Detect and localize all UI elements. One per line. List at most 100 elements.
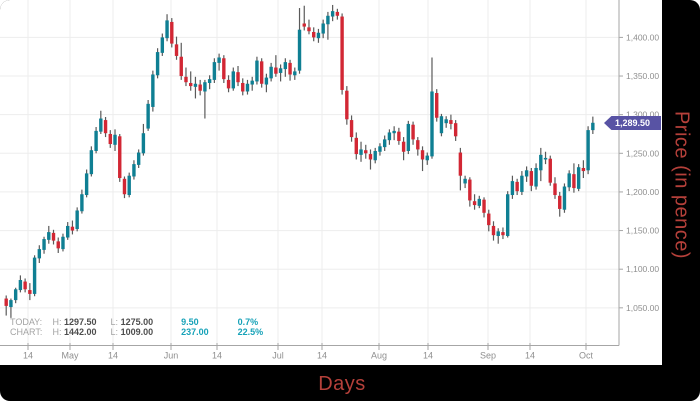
candle[interactable] xyxy=(141,123,146,156)
candle[interactable] xyxy=(349,115,354,142)
candle[interactable] xyxy=(444,116,448,128)
candle[interactable] xyxy=(340,13,344,95)
candle[interactable] xyxy=(387,129,392,145)
candle[interactable] xyxy=(307,19,311,35)
candle[interactable] xyxy=(84,169,89,198)
candle[interactable] xyxy=(326,11,330,40)
candle[interactable] xyxy=(170,18,174,48)
candle[interactable] xyxy=(302,5,306,31)
candle[interactable] xyxy=(463,175,467,189)
candle[interactable] xyxy=(501,227,505,240)
candle[interactable] xyxy=(222,55,226,83)
candle[interactable] xyxy=(586,126,590,175)
candle[interactable] xyxy=(543,151,548,165)
candle[interactable] xyxy=(231,67,235,91)
candle[interactable] xyxy=(132,160,136,180)
candle[interactable] xyxy=(4,295,8,316)
candle[interactable] xyxy=(482,197,486,218)
candle[interactable] xyxy=(103,116,108,138)
candle[interactable] xyxy=(553,177,557,199)
candle[interactable] xyxy=(269,62,273,82)
candle[interactable] xyxy=(378,143,382,156)
candle[interactable] xyxy=(13,287,18,304)
candle[interactable] xyxy=(51,229,56,245)
candle[interactable] xyxy=(80,189,84,214)
candle[interactable] xyxy=(392,126,396,141)
candle[interactable] xyxy=(401,137,406,161)
candle[interactable] xyxy=(510,175,515,199)
candle[interactable] xyxy=(70,220,75,235)
candle[interactable] xyxy=(236,65,240,87)
candle[interactable] xyxy=(406,120,411,155)
candle[interactable] xyxy=(288,59,292,81)
candle[interactable] xyxy=(217,53,221,71)
candle[interactable] xyxy=(32,255,37,297)
candle[interactable] xyxy=(548,155,552,186)
candle[interactable] xyxy=(416,137,420,156)
candle[interactable] xyxy=(226,75,231,93)
candle[interactable] xyxy=(359,141,363,162)
candle[interactable] xyxy=(203,79,207,119)
candle[interactable] xyxy=(335,8,340,20)
candle[interactable] xyxy=(94,127,98,154)
candle[interactable] xyxy=(293,67,297,80)
candle[interactable] xyxy=(373,147,377,164)
candle[interactable] xyxy=(108,130,112,148)
candle[interactable] xyxy=(520,171,524,196)
candle[interactable] xyxy=(496,228,500,244)
candle[interactable] xyxy=(184,67,188,87)
candlestick-plot[interactable]: 1,400.00 1,350.00 1,300.00 1,250.00 1,200.00… xyxy=(0,0,662,365)
candle[interactable] xyxy=(250,76,254,91)
candle[interactable] xyxy=(581,160,586,179)
candle[interactable] xyxy=(18,275,23,293)
candle[interactable] xyxy=(241,78,245,96)
candle[interactable] xyxy=(42,236,46,254)
candle[interactable] xyxy=(113,129,117,151)
candle[interactable] xyxy=(136,149,141,168)
candle[interactable] xyxy=(449,114,453,130)
candle[interactable] xyxy=(89,146,94,177)
candle[interactable] xyxy=(524,166,529,182)
candle[interactable] xyxy=(9,298,13,318)
candle[interactable] xyxy=(562,183,567,213)
candle[interactable] xyxy=(255,56,259,85)
candle[interactable] xyxy=(491,221,496,241)
candle[interactable] xyxy=(558,191,562,217)
candle[interactable] xyxy=(212,58,217,83)
candle[interactable] xyxy=(382,135,387,151)
candle[interactable] xyxy=(591,116,595,134)
candle[interactable] xyxy=(420,146,425,172)
candle[interactable] xyxy=(368,149,373,170)
candle[interactable] xyxy=(274,55,278,77)
candle[interactable] xyxy=(118,133,122,182)
candle[interactable] xyxy=(193,76,198,99)
candle[interactable] xyxy=(75,207,79,232)
candle[interactable] xyxy=(155,48,160,79)
candle[interactable] xyxy=(316,28,321,43)
candle[interactable] xyxy=(567,170,571,192)
candle[interactable] xyxy=(122,176,127,199)
candle[interactable] xyxy=(505,191,510,238)
candle[interactable] xyxy=(439,113,444,137)
candle[interactable] xyxy=(160,33,165,56)
candle[interactable] xyxy=(330,4,335,22)
candle[interactable] xyxy=(56,237,60,253)
candle[interactable] xyxy=(411,121,415,145)
candle[interactable] xyxy=(539,147,543,182)
candle[interactable] xyxy=(127,172,131,198)
candle[interactable] xyxy=(435,89,439,122)
candle[interactable] xyxy=(66,222,70,240)
candle[interactable] xyxy=(146,99,150,131)
candle[interactable] xyxy=(453,120,458,141)
candle[interactable] xyxy=(198,79,202,96)
candle[interactable] xyxy=(174,36,179,60)
candle[interactable] xyxy=(28,283,32,301)
candle[interactable] xyxy=(47,225,51,244)
candle[interactable] xyxy=(477,195,481,209)
candle[interactable] xyxy=(37,245,42,264)
candle[interactable] xyxy=(397,127,401,145)
candle[interactable] xyxy=(99,110,103,134)
candle[interactable] xyxy=(487,209,491,232)
candle[interactable] xyxy=(354,132,358,160)
candle[interactable] xyxy=(297,8,302,74)
